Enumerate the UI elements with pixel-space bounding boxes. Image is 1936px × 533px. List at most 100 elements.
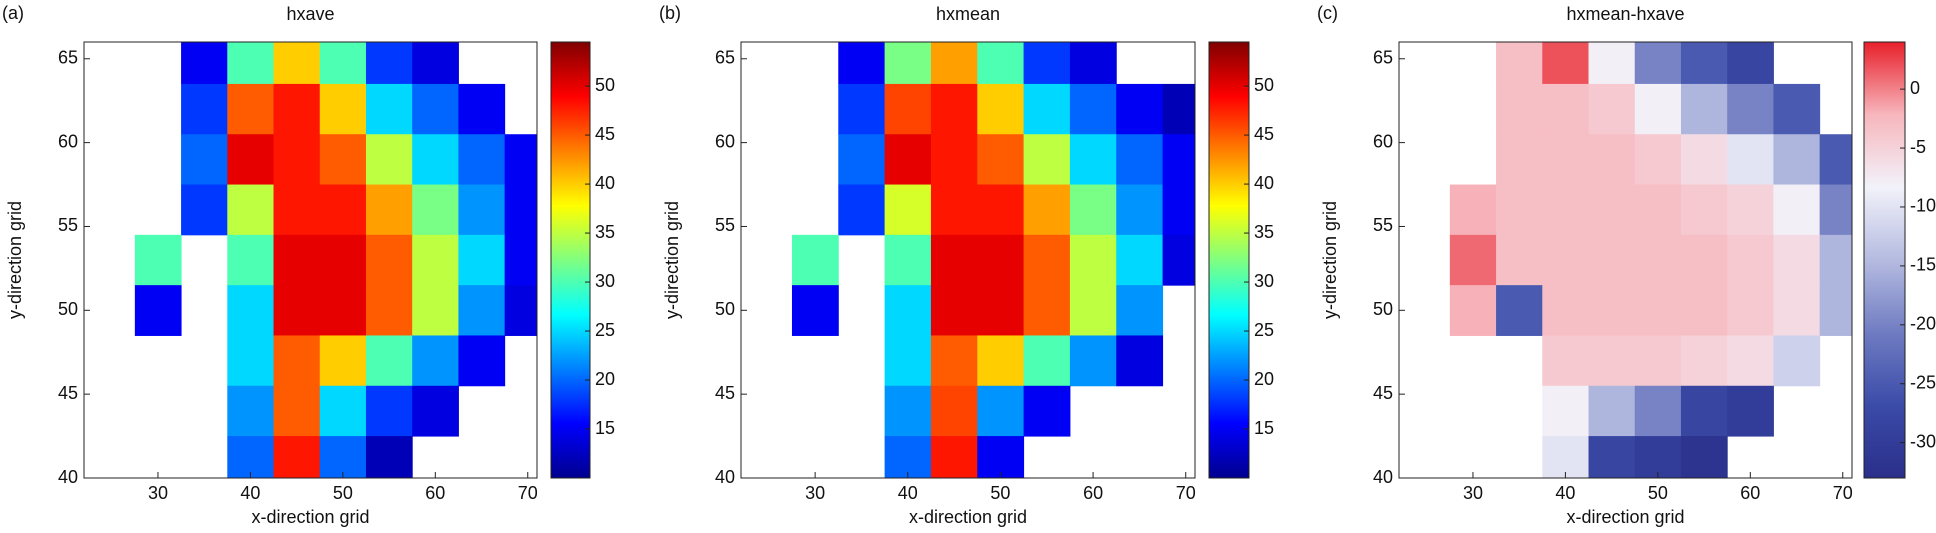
x-tick-label: 30	[1463, 483, 1483, 503]
heat-cell	[319, 184, 367, 236]
heat-cell	[930, 335, 978, 387]
heat-cell	[1542, 285, 1590, 336]
heat-cell	[1162, 184, 1195, 236]
y-tick-label: 40	[1373, 467, 1393, 487]
colorbar-tick-label: 35	[595, 222, 615, 242]
cells	[791, 42, 1195, 478]
y-tick-label: 45	[715, 383, 735, 403]
heat-cell	[884, 234, 932, 286]
panel-label: (a)	[2, 3, 24, 23]
heat-cell	[365, 184, 413, 236]
heat-cell	[134, 234, 182, 286]
colorbar	[1863, 41, 1906, 479]
heat-cell	[1588, 234, 1636, 286]
heat-cell	[1023, 234, 1071, 286]
colorbar-tick-label: -15	[1910, 255, 1936, 275]
heat-cell	[884, 83, 932, 135]
y-tick-label: 55	[715, 215, 735, 235]
heat-cell	[273, 234, 321, 286]
heat-cell	[412, 234, 459, 286]
heat-cell	[1116, 234, 1164, 286]
x-tick-label: 40	[240, 483, 260, 503]
heat-cell	[1069, 335, 1117, 387]
heat-cell	[977, 184, 1025, 236]
heat-cell	[1634, 83, 1682, 135]
heat-cell	[227, 436, 275, 478]
heat-cell	[1542, 83, 1590, 135]
y-tick-label: 40	[58, 467, 78, 487]
heat-cell	[930, 285, 978, 336]
heat-cell	[227, 285, 275, 336]
heat-cell	[412, 184, 459, 236]
heat-cell	[1727, 42, 1774, 85]
heat-cell	[930, 436, 978, 478]
heat-cell	[1634, 184, 1682, 236]
heat-cell	[365, 335, 413, 387]
heat-cell	[1588, 335, 1636, 387]
heat-cell	[458, 184, 506, 236]
heat-cell	[1773, 83, 1821, 135]
x-tick-label: 70	[518, 483, 538, 503]
x-tick-label: 50	[990, 483, 1010, 503]
axes-box	[1398, 41, 1853, 479]
heat-cell	[1680, 234, 1728, 286]
heat-cell	[1449, 184, 1497, 236]
heat-cell	[1069, 234, 1117, 286]
heat-cell	[884, 436, 932, 478]
heat-cell	[273, 83, 321, 135]
colorbar-tick-label: -25	[1910, 372, 1936, 392]
heat-cell	[134, 285, 182, 336]
y-tick-label: 40	[715, 467, 735, 487]
colorbar-tick-label: 40	[595, 173, 615, 193]
heat-cell	[1496, 134, 1543, 186]
cells	[134, 42, 537, 478]
heat-cell	[1727, 385, 1774, 437]
cells	[1449, 42, 1852, 478]
heat-cell	[458, 134, 506, 186]
heat-cell	[504, 134, 537, 186]
heat-cell	[458, 285, 506, 336]
heat-cell	[1819, 134, 1852, 186]
heat-cell	[977, 134, 1025, 186]
heat-cell	[884, 134, 932, 186]
heat-cell	[977, 335, 1025, 387]
x-tick-label: 60	[1740, 483, 1760, 503]
heat-cell	[227, 134, 275, 186]
heat-cell	[1634, 436, 1682, 478]
heat-cell	[227, 385, 275, 437]
heat-cell	[1634, 42, 1682, 85]
heat-cell	[1542, 335, 1590, 387]
x-tick-label: 70	[1833, 483, 1853, 503]
heat-cell	[412, 83, 459, 135]
heat-cell	[273, 134, 321, 186]
heat-cell	[181, 184, 228, 236]
y-axis-label: y-direction grid	[5, 201, 25, 319]
heat-cell	[930, 385, 978, 437]
heat-cell	[1588, 285, 1636, 336]
heat-cell	[1634, 335, 1682, 387]
heat-cell	[884, 335, 932, 387]
heat-cell	[977, 83, 1025, 135]
colorbar-tick-label: 15	[595, 418, 615, 438]
heat-cell	[1116, 285, 1164, 336]
colorbar	[1208, 41, 1250, 479]
colorbar-tick-label: -5	[1910, 137, 1926, 157]
panel: 30 40 50 60 70 40 45 50 55 60 65 (b) hxmean x-directi…	[659, 3, 1274, 527]
heat-cell	[1588, 83, 1636, 135]
heat-cell	[365, 234, 413, 286]
heat-cell	[1023, 42, 1071, 85]
heat-cell	[365, 285, 413, 336]
heat-cell	[319, 83, 367, 135]
heat-cell	[1542, 436, 1590, 478]
y-axis-label: y-direction grid	[1320, 201, 1340, 319]
axes-box	[740, 41, 1196, 479]
heat-cell	[273, 436, 321, 478]
heat-cell	[1023, 184, 1071, 236]
heat-cell	[412, 134, 459, 186]
x-axis-label: x-direction grid	[251, 507, 369, 527]
panel: 30 40 50 60 70 40 45 50 55 60 65 (a) hxave x-directio…	[2, 3, 615, 527]
heat-cell	[181, 134, 228, 186]
heat-cell	[1634, 134, 1682, 186]
heat-cell	[227, 234, 275, 286]
